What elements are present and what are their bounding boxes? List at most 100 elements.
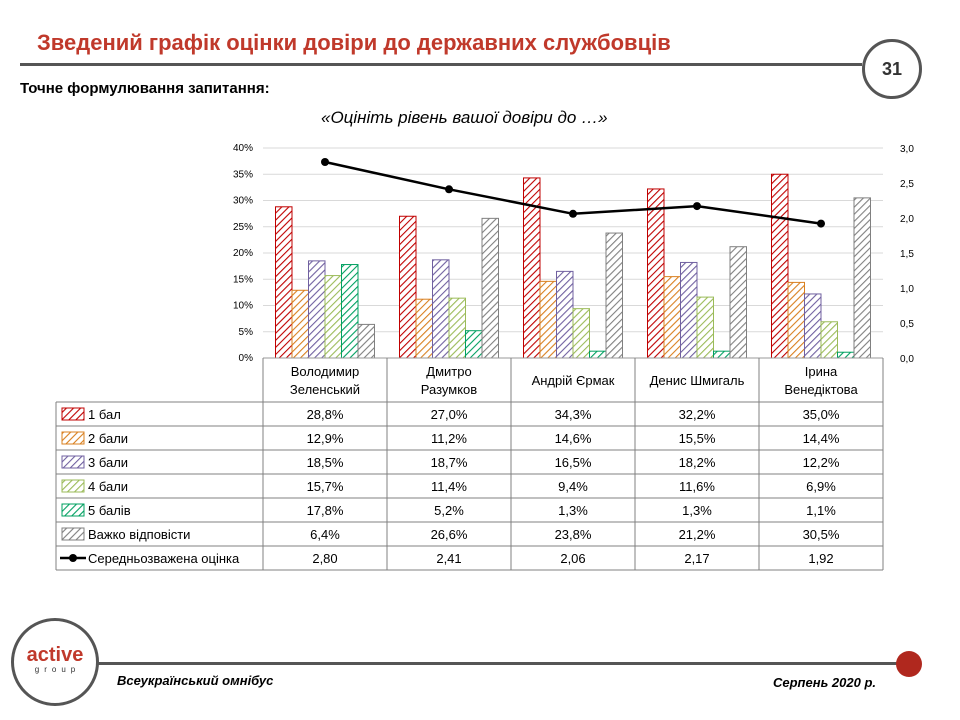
footer-accent-dot [896,651,922,677]
bar-2 [787,281,805,359]
data-label: 9,4% [558,479,588,494]
legend-label: 4 бали [88,479,128,494]
data-label: 32,2% [679,407,716,422]
bar-4 [448,297,466,359]
bar-6 [605,232,623,359]
data-label: 5,2% [434,503,464,518]
data-label: 6,9% [806,479,836,494]
legend-label: 2 бали [88,431,128,446]
data-label: 11,4% [431,479,467,494]
bar-4 [696,296,714,359]
category-label: Андрій Єрмак [532,373,615,388]
data-label: 2,41 [436,551,461,566]
y2-tick-label: 2,0 [900,214,914,225]
y-tick-label: 40% [233,143,253,154]
category-label: Денис Шмигаль [650,373,745,388]
bar-3 [680,261,698,359]
legend-key-marker [69,554,77,562]
data-label: 35,0% [803,407,840,422]
bar-6 [853,197,871,359]
legend-key [61,479,85,493]
footer-divider [75,662,898,665]
legend-key [61,527,85,541]
legend-label: Середньозважена оцінка [88,551,240,566]
data-label: 28,8% [307,407,344,422]
data-label: 12,2% [803,455,840,470]
bar-5 [837,351,855,359]
legend-key [61,455,85,469]
y-tick-label: 5% [239,327,254,338]
logo-sub-text: group [34,665,81,674]
y-tick-label: 30% [233,196,253,207]
y-tick-label: 15% [233,274,253,285]
bar-1 [647,188,665,359]
legend-key [61,407,85,421]
y-tick-label: 20% [233,248,253,259]
report-date: Серпень 2020 р. [773,675,876,690]
bar-2 [415,298,433,359]
data-label: 1,92 [808,551,833,566]
page-number-badge: 31 [862,39,922,99]
data-label: 12,9% [307,431,344,446]
bar-2 [539,280,557,359]
y-tick-label: 35% [233,169,253,180]
logo-main-text: active [26,644,84,666]
legend-key [61,431,85,445]
page-number: 31 [881,58,903,79]
y2-tick-label: 0,0 [900,354,914,365]
bar-4 [820,321,838,359]
y2-tick-label: 2,5 [900,179,914,190]
legend-label: Важко відповісти [88,527,190,542]
y2-tick-label: 1,5 [900,249,914,260]
data-label: 2,06 [560,551,585,566]
category-label: Разумков [421,382,477,397]
average-score-point [321,158,329,166]
bar-5 [713,350,731,359]
bar-5 [589,350,607,359]
category-label: Володимир [291,364,360,379]
question-text: «Оцініть рівень вашої довіри до …» [321,108,608,127]
bar-1 [771,173,789,359]
company-logo: active group [11,618,99,706]
question-label: Точне формулювання запитання: [20,80,270,97]
category-label: Зеленський [290,382,360,397]
data-label: 34,3% [555,407,592,422]
data-label: 6,4% [310,527,340,542]
bar-5 [341,264,359,359]
average-score-point [445,185,453,194]
bar-2 [291,289,309,359]
bar-3 [432,259,450,359]
data-label: 23,8% [555,527,592,542]
bar-1 [399,215,417,359]
data-label: 1,3% [682,503,712,518]
y2-tick-label: 1,0 [900,284,914,295]
data-label: 15,5% [679,431,716,446]
data-label: 11,6% [679,479,715,494]
data-label: 1,3% [558,503,588,518]
category-label: Дмитро [426,364,471,379]
data-label: 11,2% [431,431,467,446]
bar-4 [572,308,590,359]
data-label: 17,8% [307,503,344,518]
title-divider [20,63,862,66]
data-label: 30,5% [803,527,840,542]
category-label: Венедіктова [784,382,858,397]
average-score-point [817,219,825,228]
bar-3 [556,270,574,359]
legend-label: 1 бал [88,407,121,422]
bar-3 [804,293,822,359]
category-label: Ірина [805,364,838,379]
survey-name: Всеукраїнський омнібус [117,673,274,688]
data-label: 26,6% [431,527,468,542]
y-tick-label: 25% [233,222,253,233]
bar-6 [729,246,747,359]
average-score-point [693,202,701,211]
legend-label: 3 бали [88,455,128,470]
y-tick-label: 10% [233,301,253,312]
data-label: 1,1% [806,503,836,518]
bar-2 [663,276,681,359]
data-label: 18,2% [679,455,716,470]
bar-6 [357,323,375,359]
bar-5 [465,330,483,359]
